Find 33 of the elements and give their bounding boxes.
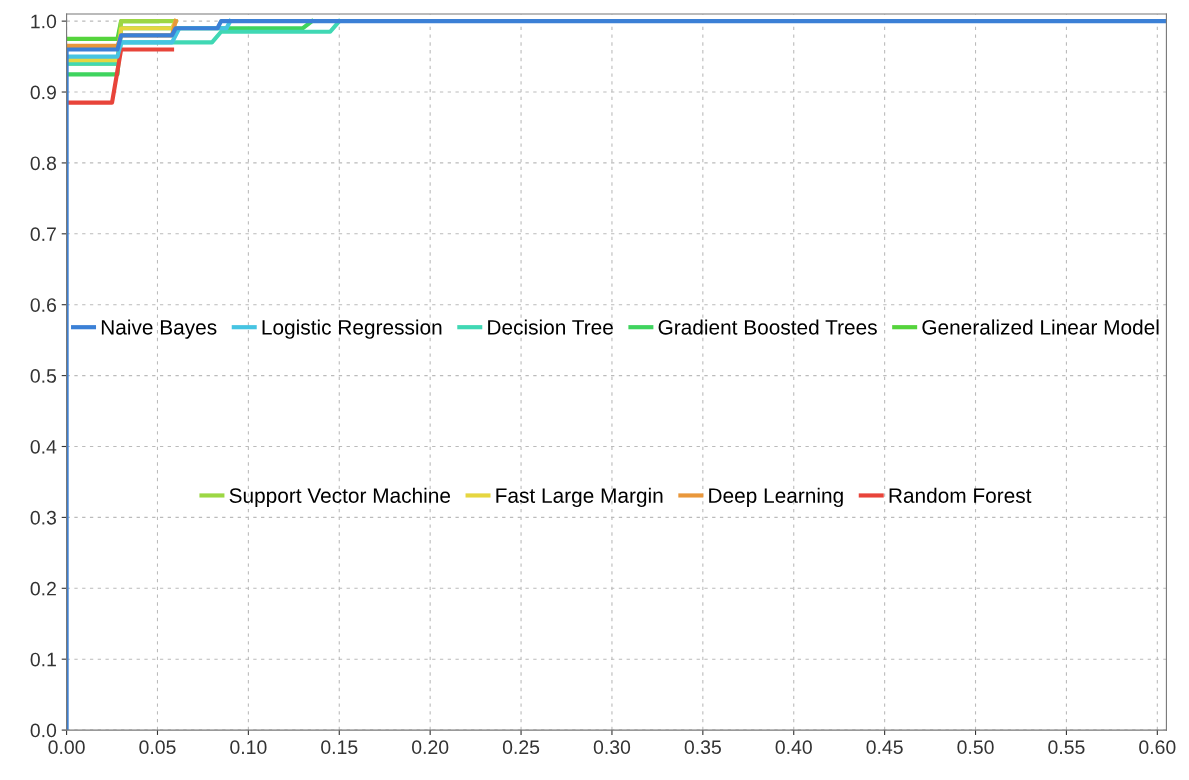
x-tick-label: 0.50: [957, 740, 994, 755]
legend-label: Gradient Boosted Trees: [658, 319, 877, 335]
legend-label: Logistic Regression: [262, 319, 442, 339]
x-tick-label: 0.00: [48, 740, 85, 755]
x-tick-label: 0.15: [321, 740, 358, 755]
x-tick-label: 0.45: [866, 740, 903, 755]
y-tick-label: 0.5: [30, 369, 57, 383]
legend-label: Naive Bayes: [101, 319, 217, 339]
x-tick-label: 0.60: [1139, 740, 1176, 755]
y-tick-label: 0.6: [30, 298, 57, 312]
legend-label: Random Forest: [889, 487, 1032, 503]
x-tick-label: 0.05: [139, 740, 176, 755]
y-tick-label: 0.0: [30, 723, 57, 738]
legend-label: Deep Learning: [709, 487, 843, 508]
y-tick-label: 0.8: [30, 156, 57, 171]
x-tick-label: 0.20: [412, 740, 449, 755]
legend-label: Generalized Linear Model: [922, 319, 1159, 335]
legend-label: Decision Tree: [488, 319, 613, 335]
y-tick-label: 0.7: [30, 227, 56, 242]
y-tick-label: 0.9: [30, 85, 56, 100]
y-tick-label: 0.1: [30, 652, 56, 667]
x-tick-label: 0.10: [230, 740, 267, 755]
y-tick-label: 1.0: [31, 14, 57, 29]
x-tick-label: 0.55: [1048, 740, 1085, 755]
legend-label: Fast Large Margin: [496, 487, 663, 508]
y-tick-label: 0.2: [30, 581, 56, 596]
x-tick-label: 0.40: [775, 740, 812, 755]
x-tick-label: 0.30: [593, 740, 631, 755]
y-tick-label: 0.4: [30, 439, 57, 454]
y-tick-label: 0.3: [30, 510, 57, 525]
x-tick-label: 0.25: [502, 740, 540, 755]
legend-label: Support Vector Machine: [229, 487, 451, 508]
x-tick-label: 0.35: [684, 740, 721, 755]
